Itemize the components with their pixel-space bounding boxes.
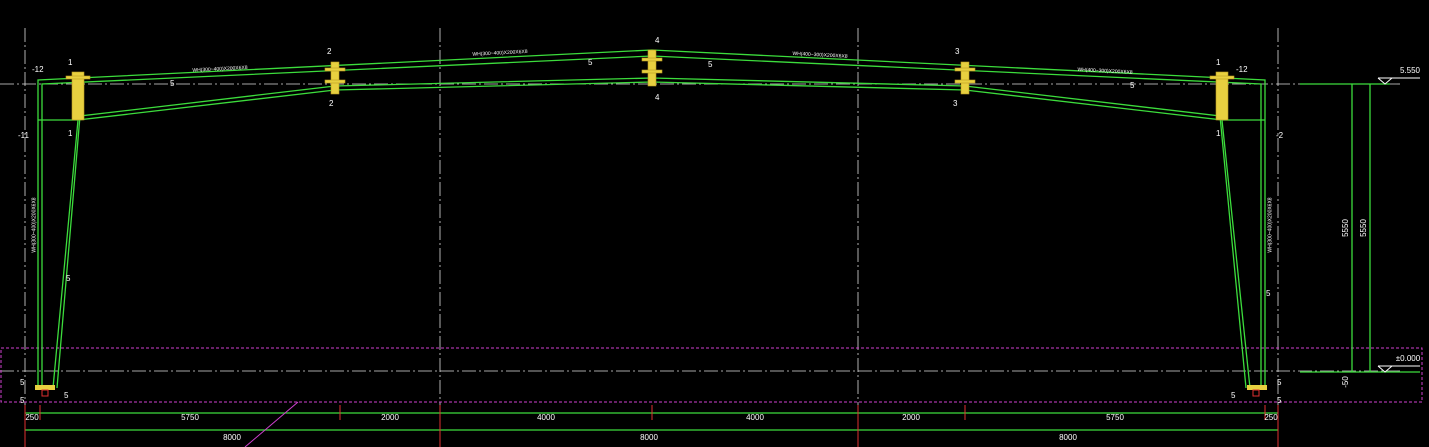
- labels: 5.550 ±0.000 5550 5550 -50 250 5750 2000…: [18, 36, 1421, 442]
- section-mark: 2: [329, 99, 334, 108]
- section-mark: -11: [18, 131, 30, 140]
- weld-mark: 5: [20, 378, 25, 387]
- weld-mark: 5: [20, 396, 25, 405]
- elevation: 5.550: [1400, 66, 1421, 75]
- elevation: ±0.000: [1396, 354, 1421, 363]
- section-mark: 1: [1216, 58, 1221, 67]
- dim-label: 4000: [746, 413, 764, 422]
- weld-mark: 5: [1130, 81, 1135, 90]
- member-label: WH(400~300)X200X6X8: [792, 51, 848, 60]
- dim-label: 250: [25, 413, 39, 422]
- vertical-dim: 5550: [1359, 219, 1368, 237]
- dim-label: 8000: [640, 433, 658, 442]
- weld-mark: 5: [1231, 391, 1236, 400]
- dim-label: 250: [1264, 413, 1278, 422]
- section-mark: 2: [327, 47, 332, 56]
- section-mark: -12: [1236, 65, 1248, 74]
- section-mark: 3: [953, 99, 958, 108]
- weld-mark: 5: [708, 60, 713, 69]
- weld-mark: 5: [170, 79, 175, 88]
- section-mark: 3: [955, 47, 960, 56]
- dimensions: [24, 77, 1420, 447]
- dim-label: 8000: [223, 433, 241, 442]
- dim-label: 2000: [902, 413, 920, 422]
- grid-axes: [0, 28, 1400, 447]
- weld-mark: 5: [1277, 378, 1282, 387]
- member-label: WH(300~400)X200X6X8: [192, 65, 248, 74]
- foundation-zone: [0, 347, 1423, 403]
- dim-label: 2000: [381, 413, 399, 422]
- vertical-dim: -50: [1341, 376, 1350, 388]
- section-mark: -2: [1276, 131, 1284, 140]
- section-mark: -12: [32, 65, 44, 74]
- section-mark: 1: [68, 58, 73, 67]
- dim-label: 5750: [1106, 413, 1124, 422]
- section-mark: 1: [68, 129, 73, 138]
- dim-label: 4000: [537, 413, 555, 422]
- section-mark: 4: [655, 93, 660, 102]
- member-label: WH(300~400)X200X6X8: [31, 197, 37, 252]
- weld-mark: 5: [64, 391, 69, 400]
- section-mark: 4: [655, 36, 660, 45]
- section-mark: 1: [1216, 129, 1221, 138]
- dim-label: 5750: [181, 413, 199, 422]
- member-label: WH(300~400)X200X6X8: [1267, 197, 1273, 252]
- member-label: WH(400~300)X200X6X8: [1077, 67, 1133, 76]
- vertical-dim: 5550: [1341, 219, 1350, 237]
- splice-plates: [65, 49, 1235, 121]
- weld-mark: 5: [1266, 289, 1271, 298]
- dim-label: 8000: [1059, 433, 1077, 442]
- member-label: WH(300~400)X200X6X8: [472, 49, 528, 58]
- weld-mark: 5: [588, 58, 593, 67]
- frame: [35, 49, 1267, 397]
- weld-mark: 5: [66, 274, 71, 283]
- weld-mark: 5: [1277, 396, 1282, 405]
